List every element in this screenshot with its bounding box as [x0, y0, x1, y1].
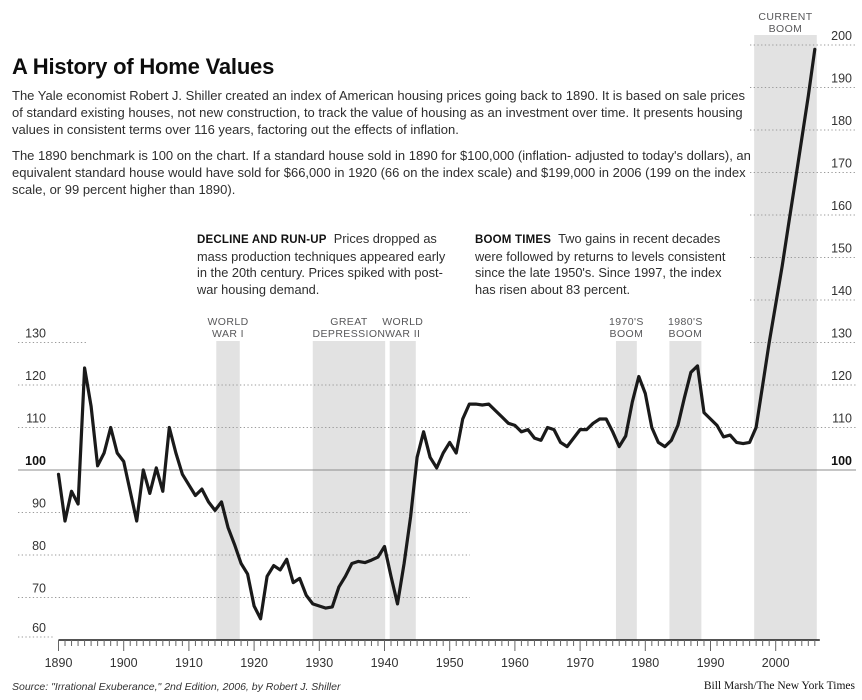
credit-line: Bill Marsh/The New York Times: [703, 680, 855, 692]
x-axis-label-1940: 1940: [371, 656, 399, 670]
band-label-current-boom-line2: BOOM: [769, 23, 803, 35]
band-label-world-war-i-line1: WORLD: [207, 316, 248, 328]
y-axis-label-right-130: 130: [831, 327, 852, 341]
band-label-world-war-ii-line2: WAR II: [385, 328, 420, 340]
y-axis-label-right-160: 160: [831, 199, 852, 213]
x-axis-label-1950: 1950: [436, 656, 464, 670]
x-axis-label-1970: 1970: [566, 656, 594, 670]
y-axis-label-left-120: 120: [25, 369, 46, 383]
y-axis-label-right-170: 170: [831, 157, 852, 171]
annotation-decline-text: Prices dropped as mass production techni…: [197, 231, 446, 297]
annotation-boom-times: BOOM TIMES Two gains in recent decades we…: [475, 231, 743, 298]
y-axis-label-right-110: 110: [832, 412, 852, 426]
band-1970-s-boom: [615, 341, 637, 640]
x-axis-label-1980: 1980: [631, 656, 659, 670]
band-label-world-war-i-line2: WAR I: [212, 328, 244, 340]
intro-paragraph: The Yale economist Robert J. Shiller cre…: [12, 88, 745, 137]
band-label-world-war-ii-line1: WORLD: [382, 316, 423, 328]
y-axis-label-left-100: 100: [25, 454, 46, 468]
band-label-great-depression-line1: GREAT: [330, 316, 368, 328]
y-axis-label-left-60: 60: [32, 621, 46, 635]
y-axis-label-left-80: 80: [32, 539, 46, 553]
y-axis-label-right-190: 190: [831, 72, 852, 86]
y-axis-label-right-140: 140: [831, 284, 852, 298]
y-axis-label-left-130: 130: [25, 327, 46, 341]
annotation-decline-and-run-up: DECLINE AND RUN-UP Prices dropped as mass…: [197, 231, 453, 298]
y-axis-label-right-200: 200: [831, 29, 852, 43]
band-current-boom: [754, 35, 817, 640]
band-great-depression: [312, 341, 386, 640]
page-title: A History of Home Values: [12, 54, 275, 79]
y-axis-label-right-120: 120: [831, 369, 852, 383]
annotation-boom-text: Two gains in recent decades were followe…: [475, 231, 726, 297]
annotation-boom-label: BOOM TIMES: [475, 234, 552, 246]
source-line: Source: "Irrational Exuberance," 2nd Edi…: [12, 681, 341, 693]
band-label-1980-s-boom-line2: BOOM: [669, 328, 703, 340]
x-axis-label-1990: 1990: [697, 656, 725, 670]
band-world-war-i: [216, 341, 240, 640]
y-axis-label-right-180: 180: [831, 114, 852, 128]
band-label-great-depression-line2: DEPRESSION: [313, 328, 386, 340]
x-axis-label-1910: 1910: [175, 656, 203, 670]
band-label-1970-s-boom-line2: BOOM: [610, 328, 644, 340]
x-axis-label-1920: 1920: [240, 656, 268, 670]
y-axis-label-left-70: 70: [32, 582, 46, 596]
y-axis-label-right-100: 100: [831, 454, 852, 468]
y-axis-label-left-90: 90: [32, 497, 46, 511]
x-axis-label-1930: 1930: [305, 656, 333, 670]
home-price-index-line: [56, 47, 817, 621]
band-label-current-boom-line1: CURRENT: [758, 11, 812, 23]
annotation-decline-label: DECLINE AND RUN-UP: [197, 234, 327, 246]
x-axis-label-1960: 1960: [501, 656, 529, 670]
x-axis-label-1890: 1890: [45, 656, 73, 670]
y-axis-label-left-110: 110: [26, 412, 46, 426]
band-label-1970-s-boom-line1: 1970'S: [609, 316, 644, 328]
x-axis-label-1900: 1900: [110, 656, 138, 670]
x-axis-label-2000: 2000: [762, 656, 790, 670]
benchmark-note: The 1890 benchmark is 100 on the chart. …: [12, 148, 751, 197]
band-label-1980-s-boom-line1: 1980'S: [668, 316, 703, 328]
band-1980-s-boom: [669, 341, 702, 640]
y-axis-label-right-150: 150: [831, 242, 852, 256]
